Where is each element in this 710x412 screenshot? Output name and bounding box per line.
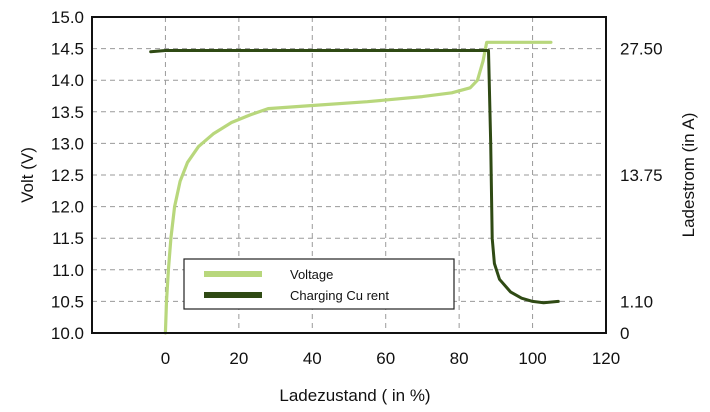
y-tick-label: 15.0 bbox=[51, 8, 84, 27]
y-tick-label: 10.0 bbox=[51, 324, 84, 343]
x-tick-label: 120 bbox=[592, 349, 620, 368]
charging-current-line bbox=[149, 49, 560, 305]
y-tick-label: 11.0 bbox=[52, 261, 84, 280]
x-tick-label: 20 bbox=[229, 349, 248, 368]
x-tick-label: 0 bbox=[161, 349, 170, 368]
y-tick-label: 12.0 bbox=[51, 198, 84, 217]
x-tick-label: 60 bbox=[376, 349, 395, 368]
y2-tick-label: 1.10 bbox=[620, 292, 653, 311]
x-tick-label: 40 bbox=[303, 349, 322, 368]
y-tick-label: 10.5 bbox=[51, 292, 84, 311]
x-tick-labels: 0 20 40 60 80 100 120 bbox=[161, 349, 620, 368]
y2-tick-labels: 27.50 13.75 1.10 0 bbox=[620, 40, 663, 343]
y2-axis-title: Ladestrom (in A) bbox=[679, 113, 698, 238]
series-group bbox=[149, 40, 560, 335]
y-tick-labels: 10.0 10.5 11.0 11.5 12.0 12.5 13.0 13.5 14.0 14.5… bbox=[51, 8, 84, 343]
x-axis-title: Ladezustand ( in %) bbox=[279, 386, 430, 405]
y2-tick-label: 0 bbox=[620, 324, 629, 343]
y-tick-label: 11.5 bbox=[52, 229, 84, 248]
y-tick-label: 13.0 bbox=[51, 134, 84, 153]
legend: Voltage Charging Cu rent bbox=[183, 258, 455, 310]
y2-tick-label: 27.50 bbox=[620, 40, 663, 59]
y-tick-label: 13.5 bbox=[51, 103, 84, 122]
voltage-line bbox=[163, 40, 553, 335]
x-tick-label: 100 bbox=[518, 349, 546, 368]
x-tick-label: 80 bbox=[450, 349, 469, 368]
y-tick-label: 14.0 bbox=[51, 71, 84, 90]
y2-tick-label: 13.75 bbox=[620, 166, 663, 185]
y-tick-label: 14.5 bbox=[51, 40, 84, 59]
legend-box bbox=[183, 258, 455, 310]
y-tick-label: 12.5 bbox=[51, 166, 84, 185]
legend-label-charging-current: Charging Cu rent bbox=[290, 288, 389, 303]
legend-label-voltage: Voltage bbox=[290, 267, 333, 282]
y-axis-title: Volt (V) bbox=[18, 147, 37, 203]
plot-frame bbox=[91, 16, 607, 334]
